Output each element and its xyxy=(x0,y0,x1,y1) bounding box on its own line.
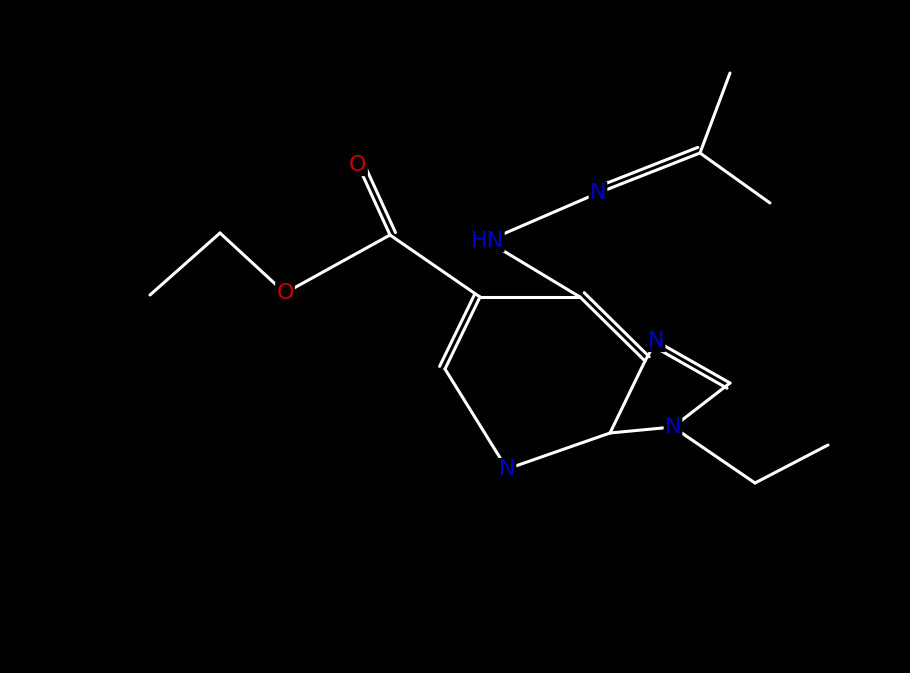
Text: N: N xyxy=(499,459,515,479)
Text: O: O xyxy=(349,155,367,175)
Text: O: O xyxy=(277,283,294,303)
Text: HN: HN xyxy=(470,231,503,251)
Text: N: N xyxy=(648,331,664,351)
Text: N: N xyxy=(590,183,606,203)
Text: N: N xyxy=(664,417,682,437)
